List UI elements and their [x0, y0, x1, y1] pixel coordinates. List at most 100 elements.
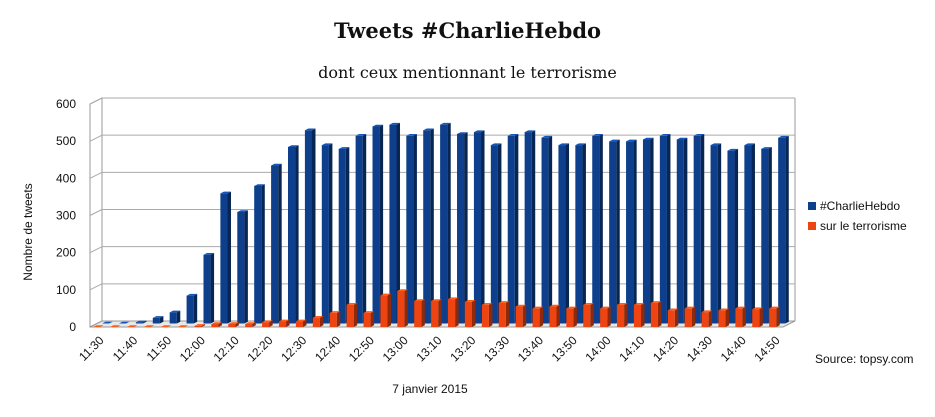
x-tick-label: 12:30	[278, 333, 309, 364]
bar-charliehebdo-29-front	[592, 135, 600, 324]
bar-terrorisme-26	[532, 306, 544, 327]
bar-terrorisme-1-top	[109, 325, 121, 327]
bar-terrorisme-32	[633, 302, 645, 327]
bar-charliehebdo-5-front	[186, 295, 194, 324]
gridline-side	[89, 171, 103, 179]
bar-terrorisme-8-top	[228, 322, 239, 325]
y-tick-label: 300	[56, 209, 76, 223]
bar-terrorisme-30-side	[607, 306, 611, 327]
bar-terrorisme-10-front	[262, 322, 270, 327]
bar-terrorisme-25-top	[515, 304, 527, 307]
bar-terrorisme-4-top	[160, 325, 172, 327]
bar-terrorisme-3-top	[143, 325, 155, 327]
bar-terrorisme-1	[109, 325, 121, 327]
bar-charliehebdo-18-front	[406, 135, 414, 324]
bar-terrorisme-28-side	[573, 306, 577, 327]
x-tick-label: 13:20	[447, 333, 478, 364]
bar-terrorisme-28-front	[566, 308, 574, 327]
legend-swatch-terrorisme	[808, 222, 816, 230]
bar-terrorisme-11-side	[286, 319, 290, 327]
bar-terrorisme-8-side	[235, 322, 239, 327]
bar-terrorisme-29-side	[590, 302, 594, 327]
bar-charliehebdo-32	[642, 137, 654, 324]
bar-charliehebdo-1	[118, 321, 130, 324]
x-tick-label: 12:50	[346, 333, 377, 364]
bar-charliehebdo-30-side	[616, 139, 620, 324]
bar-terrorisme-20-top	[431, 299, 442, 301]
bar-terrorisme-24-top	[498, 301, 510, 303]
bar-terrorisme-6-side	[201, 324, 206, 327]
bar-charliehebdo-39-side	[768, 147, 772, 324]
bar-terrorisme-31-side	[624, 302, 628, 327]
bar-charliehebdo-25	[524, 130, 536, 324]
x-tick-label: 14:00	[583, 333, 614, 364]
bar-terrorisme-27-side	[556, 304, 561, 327]
bar-charliehebdo-10-front	[271, 165, 279, 324]
y-tick-label: 600	[56, 97, 76, 111]
bar-charliehebdo-7-side	[227, 191, 231, 324]
bar-terrorisme-21-top	[447, 297, 459, 300]
bar-charliehebdo-31-front	[626, 141, 634, 324]
bar-charliehebdo-4	[169, 310, 181, 324]
bar-charliehebdo-33-front	[659, 135, 667, 324]
bar-terrorisme-13	[312, 315, 324, 327]
bar-terrorisme-10	[262, 320, 273, 327]
bar-terrorisme-30-top	[600, 306, 611, 309]
bar-terrorisme-11-front	[278, 321, 287, 327]
bar-terrorisme-16-side	[370, 311, 375, 327]
bar-terrorisme-39-top	[752, 307, 763, 310]
bar-charliehebdo-15-side	[362, 134, 367, 324]
bar-charliehebdo-32-front	[642, 139, 651, 324]
bar-terrorisme-40-top	[769, 306, 780, 309]
bar-terrorisme-14	[329, 311, 341, 327]
bar-charliehebdo-2-top	[135, 320, 147, 323]
bar-terrorisme-35-top	[684, 306, 696, 309]
x-axis-label: 7 janvier 2015	[392, 382, 468, 396]
bar-charliehebdo-5	[186, 293, 198, 324]
bar-charliehebdo-27-top	[558, 143, 570, 146]
gridline-side	[89, 246, 103, 254]
bar-terrorisme-12-top	[295, 319, 307, 322]
x-axis-ticks: 11:30 11:40 11:50 12:00 12:10 12:20 12:30 12:40…	[76, 333, 783, 364]
bar-terrorisme-36	[701, 310, 713, 327]
bar-charliehebdo-35	[693, 134, 705, 324]
bar-terrorisme-7-front	[211, 324, 219, 327]
bar-charliehebdo-12	[304, 128, 316, 324]
bar-charliehebdo-30	[609, 139, 620, 324]
bar-terrorisme-2	[126, 325, 138, 327]
x-tick-label: 14:30	[684, 333, 715, 364]
bar-terrorisme-21	[447, 297, 459, 327]
bar-terrorisme-9-front	[245, 324, 253, 327]
bar-terrorisme-17-front	[380, 295, 388, 327]
bar-terrorisme-9-side	[252, 322, 256, 327]
bar-charliehebdo-4-front	[169, 312, 177, 324]
bar-terrorisme-17-top	[380, 293, 391, 296]
y-tick-label: 200	[56, 246, 76, 260]
bar-charliehebdo-24-top	[507, 134, 519, 136]
bar-terrorisme-40-side	[776, 306, 780, 327]
legend-item-charliehebdo: #CharlieHebdo	[808, 196, 907, 216]
bar-terrorisme-16-front	[363, 312, 371, 327]
bar-terrorisme-15-front	[346, 304, 354, 327]
bar-terrorisme-30	[600, 306, 611, 327]
bar-terrorisme-30-front	[600, 308, 608, 327]
bar-terrorisme-10-side	[269, 320, 273, 327]
bar-terrorisme-17-side	[387, 293, 391, 327]
bar-charliehebdo-22	[473, 130, 485, 324]
bar-terrorisme-33-top	[650, 301, 662, 303]
bar-charliehebdo-3-top	[152, 316, 164, 318]
bar-charliehebdo-40	[778, 135, 789, 324]
bar-charliehebdo-22-top	[473, 130, 485, 133]
bar-terrorisme-37-top	[718, 308, 730, 311]
bar-terrorisme-12	[295, 319, 307, 327]
bar-terrorisme-22-side	[471, 299, 476, 327]
bar-charliehebdo-40-front	[778, 137, 786, 324]
bar-terrorisme-31-top	[617, 302, 628, 305]
bar-terrorisme-27-top	[549, 304, 561, 307]
bar-charliehebdo-37	[727, 148, 739, 324]
bar-charliehebdo-30-front	[609, 141, 617, 324]
bar-charliehebdo-26	[541, 135, 553, 324]
bar-charliehebdo-35-side	[700, 134, 705, 324]
bar-terrorisme-14-top	[329, 311, 341, 313]
